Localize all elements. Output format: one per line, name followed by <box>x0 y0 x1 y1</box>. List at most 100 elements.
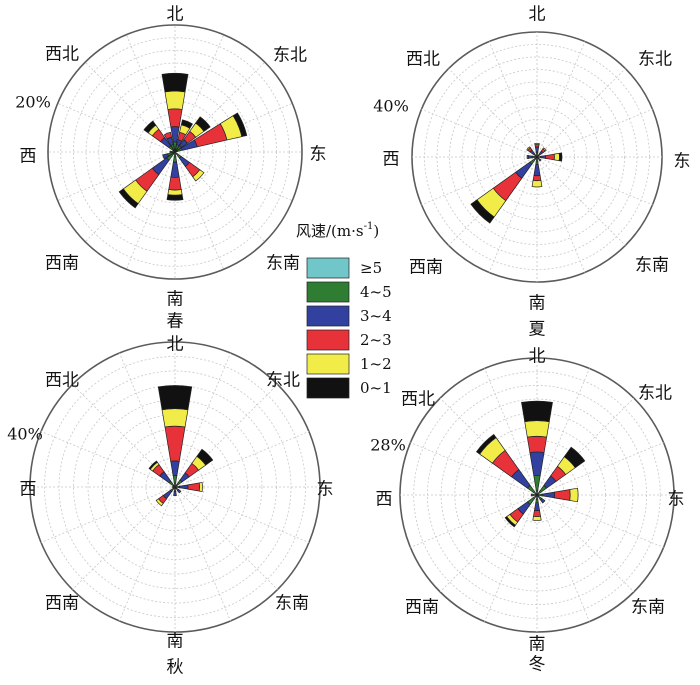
direction-label: 东南 <box>635 256 669 276</box>
grid-spoke <box>536 108 653 158</box>
petal-segment-东-1 <box>538 493 544 497</box>
direction-label: 西 <box>20 480 37 500</box>
petal-segment-南-4 <box>531 180 543 188</box>
grid-ring <box>123 100 227 204</box>
outer-ring <box>47 24 303 280</box>
grid-spoke <box>174 486 278 590</box>
direction-label: 东 <box>668 490 685 510</box>
grid-ring <box>136 113 214 191</box>
grid-spoke <box>536 494 635 593</box>
petal-segment-东-3 <box>553 489 571 501</box>
petal-segment-西-1 <box>530 493 536 497</box>
grid-spoke <box>536 68 626 158</box>
direction-label: 东南 <box>631 598 665 618</box>
direction-label: 南 <box>167 632 184 652</box>
legend-label: 0~1 <box>360 379 392 397</box>
grid-spoke <box>174 151 224 270</box>
direction-label: 东 <box>674 152 691 172</box>
petal-segment-南-2 <box>533 163 541 177</box>
petal-segment-东北-4 <box>542 147 547 152</box>
max-percent-label: 28% <box>370 436 406 455</box>
petal-segment-东-2 <box>178 484 189 490</box>
petal-segment-西北-5 <box>148 460 158 470</box>
petal-segment-西-2 <box>527 155 533 159</box>
petal-segment-东-2 <box>542 491 555 499</box>
direction-label: 东南 <box>275 594 309 614</box>
petal-segment-南-1 <box>173 488 177 492</box>
season-label: 冬 <box>529 655 546 675</box>
petal-segment-东南-2 <box>539 497 546 504</box>
petal-segment-北-3 <box>526 435 548 453</box>
direction-label: 东北 <box>266 371 300 391</box>
grid-spoke <box>536 397 635 496</box>
petal-segment-南-3 <box>533 510 541 517</box>
direction-label: 西南 <box>409 258 443 278</box>
legend-title-end: ) <box>373 222 379 240</box>
petal-segment-西北-5 <box>475 433 497 455</box>
legend-label: ≥5 <box>360 259 382 277</box>
petal-segment-西南-4 <box>155 498 164 507</box>
petal-segment-西-3 <box>526 154 529 160</box>
grid-spoke <box>488 41 538 158</box>
direction-label: 西南 <box>45 594 79 614</box>
max-percent-label: 40% <box>7 425 43 444</box>
legend-swatch <box>306 377 350 399</box>
season-label: 春 <box>167 312 184 332</box>
petal-segment-东北-5 <box>563 446 586 469</box>
petal-segment-北-2 <box>529 451 545 477</box>
direction-label: 东北 <box>638 50 672 70</box>
grid-spoke <box>536 41 586 158</box>
petal-segment-北-5 <box>161 72 189 93</box>
grid-spoke <box>174 352 231 488</box>
petal-segment-北-4 <box>534 142 540 146</box>
grid-spoke <box>410 494 538 548</box>
grid-spoke <box>72 486 176 590</box>
petal-segment-南-2 <box>534 502 540 512</box>
petal-segment-南-3 <box>532 175 542 182</box>
petal-segment-北偏东-5 <box>180 119 193 129</box>
petal-segment-南-1 <box>535 159 539 165</box>
grid-spoke <box>40 431 176 488</box>
direction-label: 南 <box>167 290 184 310</box>
petal-segment-东-2 <box>540 155 547 159</box>
grid-ring <box>461 81 613 233</box>
grid-spoke <box>174 486 310 543</box>
petal-segment-东北-5 <box>196 448 214 466</box>
direction-label: 东南 <box>266 254 300 274</box>
petal-segment-东-3 <box>545 153 555 161</box>
direction-label: 东北 <box>273 46 307 66</box>
grid-spoke <box>536 156 653 206</box>
petal-segment-北-3 <box>164 425 186 462</box>
grid-spoke <box>126 151 176 270</box>
legend-swatch <box>306 281 350 303</box>
grid-spoke <box>174 151 293 201</box>
legend-swatch <box>306 257 350 279</box>
direction-label: 南 <box>529 294 546 314</box>
grid-ring <box>474 94 600 220</box>
grid-spoke <box>536 442 664 496</box>
legend-swatch <box>306 305 350 327</box>
grid-spoke <box>174 431 310 488</box>
legend-label: 2~3 <box>360 331 392 349</box>
grid-ring <box>440 398 634 592</box>
grid-spoke <box>536 156 586 273</box>
petal-segment-北-2 <box>534 146 540 153</box>
grid-spoke <box>439 494 538 593</box>
direction-label: 西北 <box>45 45 79 65</box>
grid-spoke <box>484 494 538 622</box>
direction-label: 东 <box>310 145 327 165</box>
legend-label: 4~5 <box>360 283 392 301</box>
petal-segment-东南-2 <box>177 489 182 494</box>
petal-segment-东-4 <box>569 487 579 503</box>
petal-segment-北偏西-3 <box>163 131 172 140</box>
grid-spoke <box>126 34 176 153</box>
grid-ring <box>60 37 290 267</box>
grid-spoke <box>57 103 176 153</box>
petal-segment-北-5 <box>157 385 193 411</box>
petal-segment-北-4 <box>161 408 189 428</box>
grid-spoke <box>536 494 664 548</box>
grid-spoke <box>536 494 590 622</box>
direction-label: 西北 <box>406 50 440 70</box>
